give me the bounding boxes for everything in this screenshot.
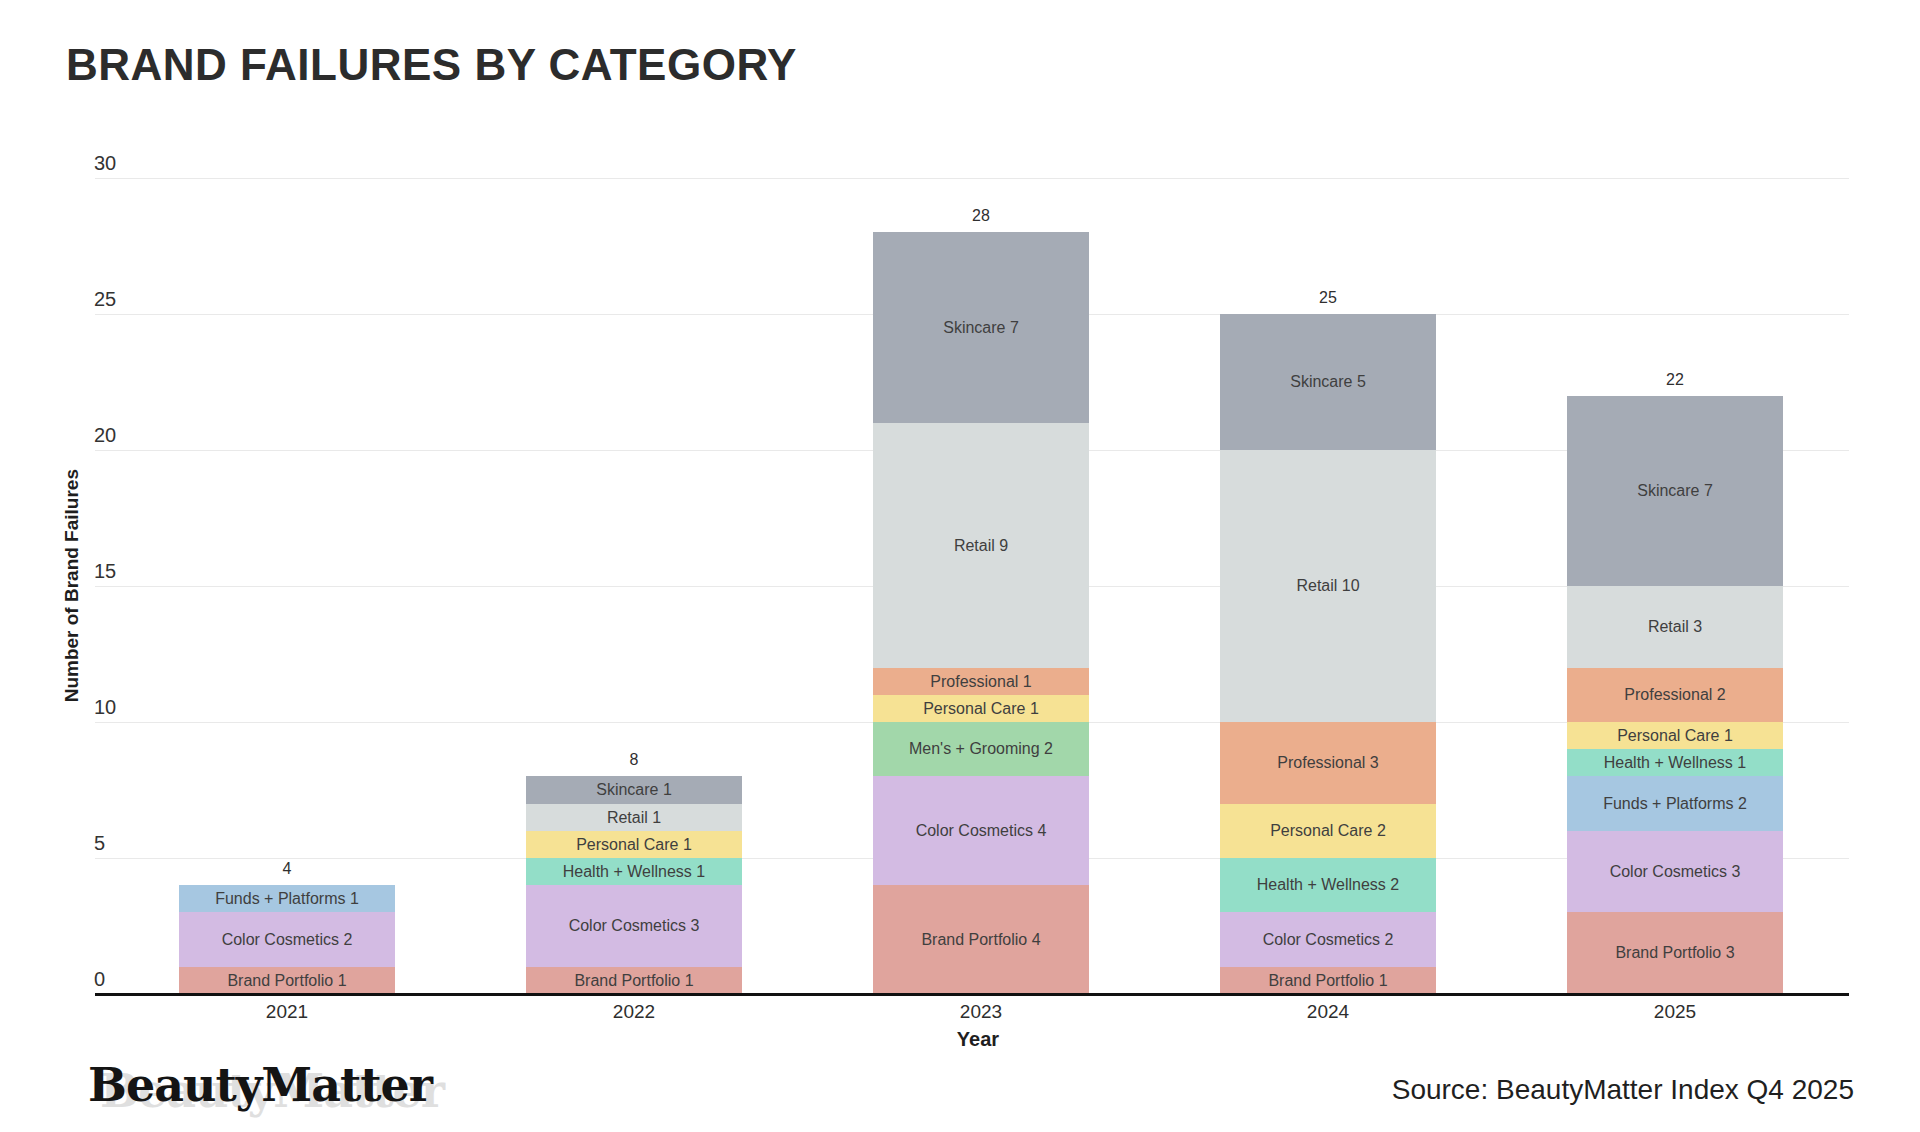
bar-segment-label: Men's + Grooming 2	[909, 740, 1053, 758]
x-tick-label: 2025	[1605, 1001, 1745, 1023]
bar-segment-label: Professional 3	[1277, 754, 1378, 772]
bar-segment-label: Brand Portfolio 1	[227, 972, 346, 990]
gridline	[95, 178, 1849, 179]
bar-segment: Brand Portfolio 3	[1567, 912, 1783, 994]
bar-total-label: 4	[217, 860, 357, 878]
x-tick-label: 2022	[564, 1001, 704, 1023]
bar-segment: Skincare 7	[1567, 396, 1783, 586]
bar-total-label: 22	[1605, 371, 1745, 389]
bar-segment: Color Cosmetics 2	[1220, 912, 1436, 967]
bar-segment-label: Professional 1	[930, 673, 1031, 691]
x-tick-label: 2023	[911, 1001, 1051, 1023]
bar-segment: Brand Portfolio 4	[873, 885, 1089, 994]
bar-segment-label: Personal Care 1	[923, 700, 1039, 718]
bar-segment: Retail 10	[1220, 450, 1436, 722]
bar-segment: Retail 1	[526, 804, 742, 831]
beautymatter-logo: BeautyMatter	[88, 1058, 432, 1112]
bar-segment-label: Personal Care 1	[1617, 727, 1733, 745]
bar-segment: Funds + Platforms 1	[179, 885, 395, 912]
bar-segment-label: Skincare 7	[943, 319, 1019, 337]
y-tick-label: 0	[94, 968, 105, 990]
x-axis-title: Year	[878, 1028, 1078, 1051]
y-axis-title-wrap: Number of Brand Failures	[60, 178, 84, 994]
chart-title: BRAND FAILURES BY CATEGORY	[66, 40, 797, 90]
bar-segment-label: Brand Portfolio 4	[921, 931, 1040, 949]
bar-segment: Retail 9	[873, 423, 1089, 668]
bar-total-label: 28	[911, 207, 1051, 225]
chart-page: BRAND FAILURES BY CATEGORY Number of Bra…	[0, 0, 1920, 1132]
y-tick-label: 30	[94, 152, 116, 174]
bar-segment-label: Color Cosmetics 4	[916, 822, 1047, 840]
bar-segment-label: Skincare 1	[596, 781, 672, 799]
bar-total-label: 8	[564, 751, 704, 769]
y-tick-label: 5	[94, 832, 105, 854]
bar-segment-label: Skincare 7	[1637, 482, 1713, 500]
bar-segment-label: Skincare 5	[1290, 373, 1366, 391]
bar-segment-label: Health + Wellness 1	[563, 863, 705, 881]
bar-segment: Professional 1	[873, 668, 1089, 695]
bar-segment: Health + Wellness 1	[526, 858, 742, 885]
bar-segment-label: Professional 2	[1624, 686, 1725, 704]
bar-segment-label: Retail 1	[607, 809, 661, 827]
bar-segment-label: Funds + Platforms 2	[1603, 795, 1747, 813]
bar-segment: Color Cosmetics 4	[873, 776, 1089, 885]
bar-segment: Personal Care 1	[873, 695, 1089, 722]
bar-segment-label: Color Cosmetics 3	[569, 917, 700, 935]
bar-segment: Brand Portfolio 1	[1220, 967, 1436, 994]
bar-segment-label: Color Cosmetics 3	[1610, 863, 1741, 881]
y-tick-label: 20	[94, 424, 116, 446]
x-axis-line	[95, 993, 1849, 996]
y-tick-label: 10	[94, 696, 116, 718]
bar-segment-label: Brand Portfolio 1	[574, 972, 693, 990]
bar-segment-label: Health + Wellness 1	[1604, 754, 1746, 772]
y-axis-title: Number of Brand Failures	[61, 469, 83, 702]
y-tick-label: 25	[94, 288, 116, 310]
bar-segment-label: Funds + Platforms 1	[215, 890, 359, 908]
bar-segment: Brand Portfolio 1	[179, 967, 395, 994]
bar-segment-label: Retail 3	[1648, 618, 1702, 636]
bar-total-label: 25	[1258, 289, 1398, 307]
y-tick-label: 15	[94, 560, 116, 582]
bar-segment: Skincare 1	[526, 776, 742, 804]
bar-segment-label: Personal Care 2	[1270, 822, 1386, 840]
bar-segment-label: Brand Portfolio 3	[1615, 944, 1734, 962]
bar-segment-label: Color Cosmetics 2	[1263, 931, 1394, 949]
bar-segment: Personal Care 1	[1567, 722, 1783, 749]
bar-segment-label: Color Cosmetics 2	[222, 931, 353, 949]
bar-segment: Color Cosmetics 2	[179, 912, 395, 967]
bar-segment-label: Retail 10	[1296, 577, 1359, 595]
bar-segment: Skincare 7	[873, 232, 1089, 423]
source-note: Source: BeautyMatter Index Q4 2025	[1392, 1074, 1854, 1106]
bar-segment: Color Cosmetics 3	[1567, 831, 1783, 912]
bar-segment: Personal Care 1	[526, 831, 742, 858]
bar-segment-label: Health + Wellness 2	[1257, 876, 1399, 894]
bar-segment: Funds + Platforms 2	[1567, 776, 1783, 831]
bar-segment: Health + Wellness 1	[1567, 749, 1783, 776]
x-tick-label: 2024	[1258, 1001, 1398, 1023]
bar-segment: Health + Wellness 2	[1220, 858, 1436, 912]
x-tick-label: 2021	[217, 1001, 357, 1023]
bar-segment: Brand Portfolio 1	[526, 967, 742, 994]
bar-segment: Skincare 5	[1220, 314, 1436, 450]
bar-segment: Color Cosmetics 3	[526, 885, 742, 967]
bar-segment: Professional 3	[1220, 722, 1436, 804]
bar-segment: Men's + Grooming 2	[873, 722, 1089, 776]
bar-segment-label: Brand Portfolio 1	[1268, 972, 1387, 990]
bar-segment-label: Retail 9	[954, 537, 1008, 555]
bar-segment: Retail 3	[1567, 586, 1783, 668]
bar-segment-label: Personal Care 1	[576, 836, 692, 854]
bar-segment: Personal Care 2	[1220, 804, 1436, 858]
bar-segment: Professional 2	[1567, 668, 1783, 722]
